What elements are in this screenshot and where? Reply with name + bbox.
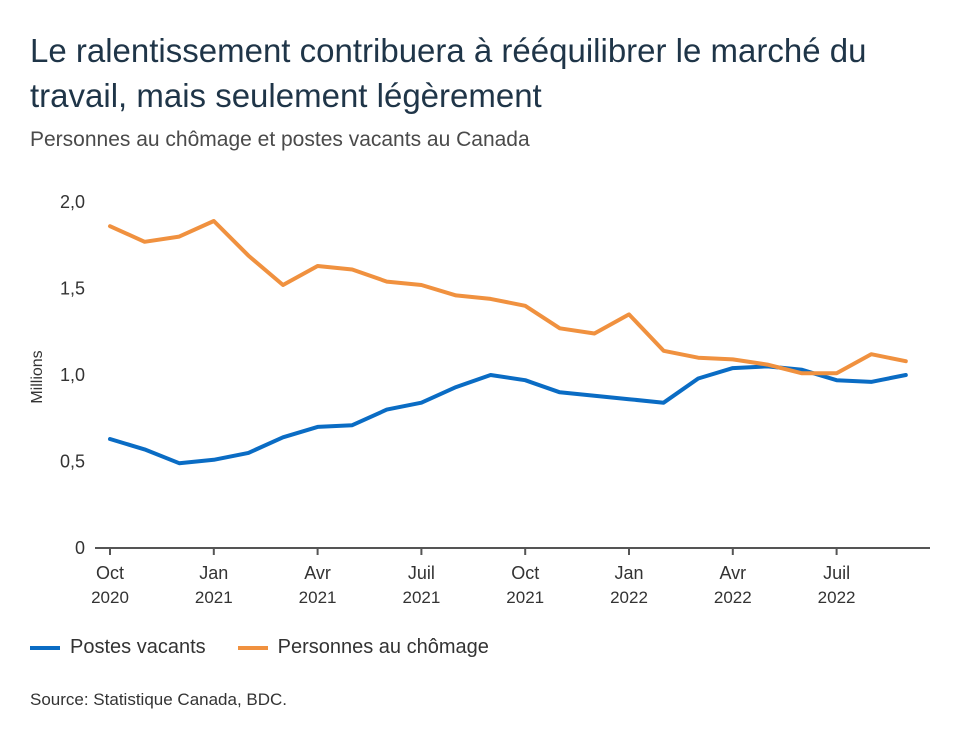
x-tick-label-year: 2022: [714, 588, 752, 607]
legend-swatch-unemployed: [237, 645, 268, 650]
legend: Postes vacants Personnes au chômage: [30, 636, 521, 659]
y-tick-label: 2,0: [60, 192, 85, 212]
x-tick-label-month: Juil: [823, 563, 850, 583]
chart-title: Le ralentissement contribuera à rééquili…: [30, 32, 867, 114]
x-tick-label-month: Jan: [614, 563, 643, 583]
line-chart: 0 0,5 1,0 1,5 2,0 Millions Oct 2020 Jan 2021 Avr…: [29, 192, 930, 607]
y-tick-label: 0: [75, 538, 85, 558]
x-tick-label-month: Avr: [719, 563, 746, 583]
x-tick-label-month: Juil: [408, 563, 435, 583]
x-axis-ticks: Oct 2020 Jan 2021 Avr 2021 Juil 2021 Oct 2021 Jan 2…: [91, 548, 856, 607]
legend-item-unemployed: Personnes au chômage: [237, 636, 489, 659]
legend-swatch-vacancies: [30, 645, 60, 650]
legend-label-vacancies: Postes vacants: [70, 636, 206, 658]
x-tick-label-month: Oct: [96, 563, 124, 583]
x-tick-label-month: Avr: [304, 563, 331, 583]
series-line-unemployed: [108, 219, 908, 376]
y-axis-title: Millions: [29, 350, 46, 403]
y-tick-label: 1,5: [60, 279, 85, 299]
x-tick-label-year: 2021: [195, 588, 233, 607]
y-tick-label: 0,5: [60, 452, 85, 472]
legend-label-unemployed: Personnes au chômage: [277, 636, 489, 658]
x-tick-label-month: Jan: [199, 563, 228, 583]
series-layer: [108, 219, 908, 466]
x-tick-label-year: 2021: [506, 588, 544, 607]
x-tick-label-year: 2022: [610, 588, 648, 607]
x-tick-label-year: 2020: [91, 588, 129, 607]
series-line-vacancies: [108, 364, 908, 466]
x-tick-label-year: 2021: [299, 588, 337, 607]
legend-item-vacancies: Postes vacants: [30, 636, 206, 659]
x-tick-label-year: 2022: [818, 588, 856, 607]
y-tick-label: 1,0: [60, 365, 85, 385]
source-note: Source: Statistique Canada, BDC.: [30, 690, 288, 709]
chart-subtitle: Personnes au chômage et postes vacants a…: [30, 128, 530, 151]
y-axis-labels: 0 0,5 1,0 1,5 2,0: [60, 192, 85, 558]
x-tick-label-year: 2021: [402, 588, 440, 607]
x-tick-label-month: Oct: [511, 563, 539, 583]
